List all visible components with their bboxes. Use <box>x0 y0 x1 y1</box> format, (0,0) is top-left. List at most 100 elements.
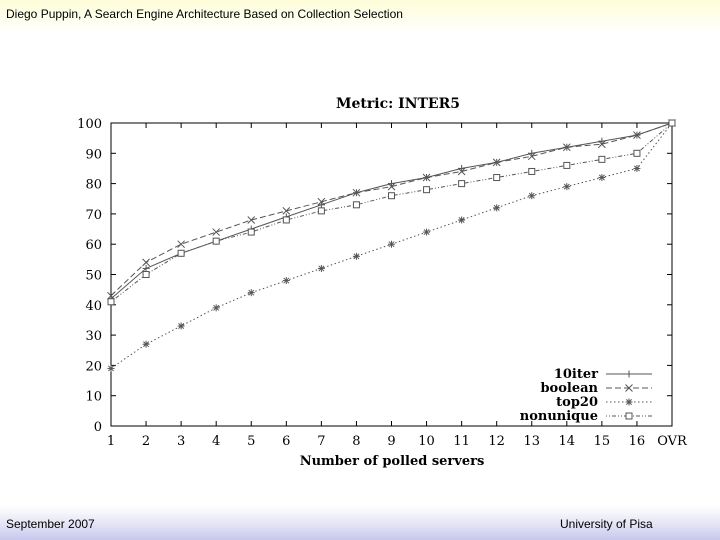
y-axis: 0 10 20 30 40 50 60 70 80 90 100 <box>77 117 672 435</box>
data-point-boolean <box>352 188 361 197</box>
data-point-top20 <box>107 364 115 372</box>
data-point-nonunique <box>668 119 676 127</box>
footer-date: September 2007 <box>6 517 95 531</box>
data-point-boolean <box>177 240 185 249</box>
legend-label: top20 <box>556 395 598 410</box>
footer-band <box>0 506 720 540</box>
series-line-10iter <box>110 122 673 300</box>
data-point-nonunique <box>388 192 395 200</box>
series-line-nonunique <box>110 122 673 303</box>
data-point-boolean <box>212 228 221 236</box>
x-tick-label: 11 <box>453 434 470 449</box>
data-point-boolean <box>142 258 150 267</box>
data-point-boolean <box>317 197 326 206</box>
data-point-boolean <box>247 216 256 224</box>
y-tick-label: 10 <box>85 390 102 405</box>
x-tick-label: 14 <box>559 434 576 449</box>
legend-marker-top20 <box>625 398 633 406</box>
x-tick-label: 2 <box>142 434 150 449</box>
y-tick-label: 100 <box>77 117 102 132</box>
x-tick-label: 6 <box>282 434 290 449</box>
series-line-boolean <box>110 122 673 297</box>
y-tick-label: 50 <box>85 269 102 284</box>
data-point-top20 <box>388 240 395 248</box>
data-point-top20 <box>458 216 466 224</box>
legend-marker-10iter <box>625 370 633 378</box>
data-point-top20 <box>177 322 185 330</box>
chart-title: Metric: INTER5 <box>336 96 460 112</box>
data-point-nonunique <box>107 298 115 306</box>
y-tick-label: 70 <box>85 208 102 223</box>
data-point-nonunique <box>212 237 220 245</box>
x-tick-label: 3 <box>177 434 185 449</box>
x-tick-label: 10 <box>418 434 435 449</box>
data-point-top20 <box>282 277 290 285</box>
data-point-top20 <box>247 289 255 297</box>
legend-label: nonunique <box>520 409 598 424</box>
data-point-nonunique <box>563 161 571 169</box>
y-tick-label: 20 <box>85 359 102 374</box>
legend-marker-nonunique <box>625 412 633 420</box>
data-point-boolean <box>387 182 396 191</box>
x-tick-label: 13 <box>523 434 540 449</box>
x-tick-label: 16 <box>629 434 646 449</box>
x-tick-label: 8 <box>352 434 360 449</box>
data-point-boolean <box>492 158 501 167</box>
y-tick-label: 90 <box>85 147 102 162</box>
data-point-top20 <box>598 174 606 182</box>
data-point-10iter <box>142 264 150 272</box>
x-tick-label: 9 <box>387 434 395 449</box>
data-point-boolean <box>633 131 641 139</box>
data-point-boolean <box>282 207 291 215</box>
data-point-nonunique <box>142 271 150 278</box>
x-tick-label: 1 <box>107 434 115 449</box>
data-point-boolean <box>107 291 115 300</box>
data-point-nonunique <box>458 180 466 188</box>
legend-label: 10iter <box>554 367 598 382</box>
data-point-nonunique <box>352 201 360 209</box>
data-point-boolean <box>422 173 431 182</box>
footer-affiliation: University of Pisa <box>560 517 653 531</box>
x-tick-label: 15 <box>594 434 611 449</box>
data-point-nonunique <box>317 207 325 215</box>
slide-header-title: Diego Puppin, A Search Engine Architectu… <box>6 7 403 21</box>
legend-label: boolean <box>540 381 598 396</box>
data-point-nonunique <box>423 186 431 194</box>
data-point-nonunique <box>247 228 255 236</box>
y-tick-label: 30 <box>85 329 102 344</box>
data-point-top20 <box>493 204 501 212</box>
legend-marker-boolean <box>625 384 633 392</box>
x-tick-label: OVR <box>657 434 688 449</box>
data-point-boolean <box>562 143 571 152</box>
y-tick-label: 40 <box>85 299 102 314</box>
data-point-nonunique <box>528 167 536 175</box>
data-point-top20 <box>212 304 220 312</box>
y-tick-label: 80 <box>85 178 102 193</box>
x-tick-label: 12 <box>488 434 505 449</box>
x-tick-label: 7 <box>317 434 325 449</box>
data-point-nonunique <box>633 149 641 157</box>
header-band <box>0 0 720 34</box>
data-point-top20 <box>633 164 641 172</box>
data-point-nonunique <box>177 249 185 257</box>
data-point-top20 <box>528 192 536 200</box>
data-point-top20 <box>352 252 360 260</box>
data-point-top20 <box>142 340 150 348</box>
y-tick-label: 60 <box>85 238 102 253</box>
series-layer <box>107 119 676 372</box>
data-point-nonunique <box>282 216 290 224</box>
data-point-boolean <box>527 152 536 161</box>
y-tick-label: 0 <box>94 420 102 435</box>
data-point-top20 <box>423 228 431 236</box>
data-point-top20 <box>317 264 325 272</box>
x-tick-label: 4 <box>212 434 220 449</box>
x-axis-label: Number of polled servers <box>300 454 485 469</box>
data-point-top20 <box>563 183 571 191</box>
data-point-nonunique <box>598 155 606 163</box>
data-point-boolean <box>457 167 466 176</box>
data-point-nonunique <box>493 174 501 182</box>
data-point-boolean <box>598 140 606 149</box>
x-axis: 1 2 3 4 5 6 7 8 9 10 11 12 13 14 15 16 OVR <box>107 123 688 449</box>
